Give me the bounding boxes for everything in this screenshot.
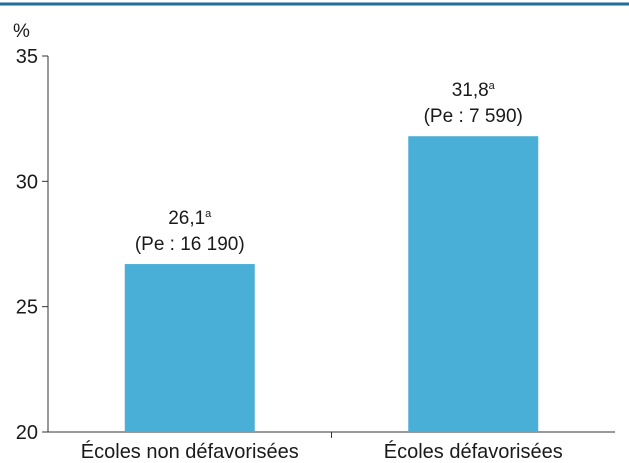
data-label-pe: (Pe : 7 590)	[424, 106, 523, 127]
data-label-value: 26,1a	[168, 208, 212, 229]
y-tick-label: 30	[16, 171, 38, 193]
x-category-label: Écoles non défavorisées	[81, 440, 299, 463]
data-label-number: 31,8	[452, 80, 489, 101]
y-tick-label: 35	[16, 46, 38, 68]
data-labels: 26,1a(Pe : 16 190)31,8a(Pe : 7 590)	[135, 80, 523, 255]
bar	[124, 264, 255, 432]
data-label-superscript: a	[489, 80, 496, 92]
x-axis: Écoles non défavorisées Écoles défavorisé…	[48, 431, 615, 463]
x-category-label: Écoles défavorisées	[384, 440, 563, 463]
bar	[408, 136, 539, 433]
data-label-number: 26,1	[168, 208, 205, 229]
data-label-value: 31,8a	[452, 80, 496, 101]
y-tick-label: 25	[16, 297, 38, 319]
data-label-superscript: a	[205, 208, 212, 220]
data-label-pe: (Pe : 16 190)	[135, 234, 245, 255]
bars	[124, 136, 539, 433]
y-axis: 20 25 30 35	[16, 46, 49, 444]
y-tick-label: 20	[16, 422, 38, 444]
y-axis-unit-label: %	[13, 21, 30, 42]
